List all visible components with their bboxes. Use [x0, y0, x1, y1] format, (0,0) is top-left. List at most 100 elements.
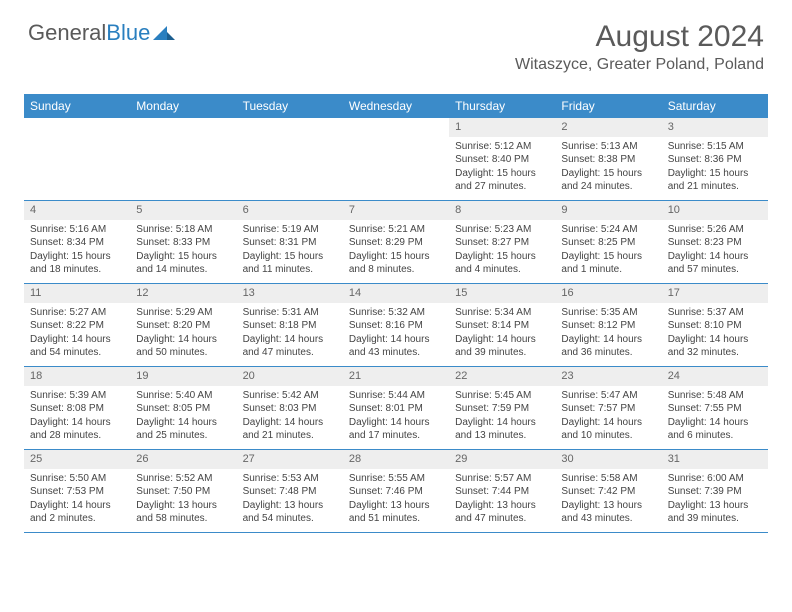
day-number: 4 — [24, 201, 130, 220]
weekday-label: Sunday — [24, 94, 130, 118]
calendar-day — [24, 118, 130, 200]
day-info: Sunrise: 5:15 AMSunset: 8:36 PMDaylight:… — [662, 140, 768, 198]
daylight-text: Daylight: 14 hours and 17 minutes. — [349, 416, 443, 443]
calendar: Sunday Monday Tuesday Wednesday Thursday… — [24, 94, 768, 533]
sunset-text: Sunset: 8:23 PM — [668, 236, 762, 250]
sunset-text: Sunset: 8:08 PM — [30, 402, 124, 416]
day-number: 17 — [662, 284, 768, 303]
sunrise-text: Sunrise: 5:44 AM — [349, 389, 443, 403]
day-info: Sunrise: 5:29 AMSunset: 8:20 PMDaylight:… — [130, 306, 236, 364]
day-number: 7 — [343, 201, 449, 220]
sunrise-text: Sunrise: 5:32 AM — [349, 306, 443, 320]
sunrise-text: Sunrise: 5:29 AM — [136, 306, 230, 320]
calendar-day — [130, 118, 236, 200]
calendar-week: 11Sunrise: 5:27 AMSunset: 8:22 PMDayligh… — [24, 284, 768, 367]
title-block: August 2024 Witaszyce, Greater Poland, P… — [515, 20, 764, 74]
sunset-text: Sunset: 8:12 PM — [561, 319, 655, 333]
sunrise-text: Sunrise: 5:13 AM — [561, 140, 655, 154]
sunrise-text: Sunrise: 5:55 AM — [349, 472, 443, 486]
day-info: Sunrise: 5:21 AMSunset: 8:29 PMDaylight:… — [343, 223, 449, 281]
daylight-text: Daylight: 15 hours and 21 minutes. — [668, 167, 762, 194]
day-info: Sunrise: 5:12 AMSunset: 8:40 PMDaylight:… — [449, 140, 555, 198]
calendar-day: 19 Sunrise: 5:40 AMSunset: 8:05 PMDayligh… — [130, 367, 236, 449]
weekday-label: Wednesday — [343, 94, 449, 118]
sunrise-text: Sunrise: 5:37 AM — [668, 306, 762, 320]
day-info: Sunrise: 5:52 AMSunset: 7:50 PMDaylight:… — [130, 472, 236, 530]
day-number: 30 — [555, 450, 661, 469]
day-info: Sunrise: 5:45 AMSunset: 7:59 PMDaylight:… — [449, 389, 555, 447]
calendar-day: 10Sunrise: 5:26 AMSunset: 8:23 PMDayligh… — [662, 201, 768, 283]
day-info: Sunrise: 5:53 AMSunset: 7:48 PMDaylight:… — [237, 472, 343, 530]
logo-text-1: General — [28, 20, 106, 46]
day-number: 19 — [130, 367, 236, 386]
day-number: 23 — [555, 367, 661, 386]
daylight-text: Daylight: 14 hours and 43 minutes. — [349, 333, 443, 360]
day-info: Sunrise: 5:55 AMSunset: 7:46 PMDaylight:… — [343, 472, 449, 530]
sunset-text: Sunset: 8:29 PM — [349, 236, 443, 250]
day-number: 26 — [130, 450, 236, 469]
day-info: Sunrise: 5:35 AMSunset: 8:12 PMDaylight:… — [555, 306, 661, 364]
sunset-text: Sunset: 8:22 PM — [30, 319, 124, 333]
daylight-text: Daylight: 14 hours and 21 minutes. — [243, 416, 337, 443]
calendar-day: 25Sunrise: 5:50 AMSunset: 7:53 PMDayligh… — [24, 450, 130, 532]
calendar-day: 29 Sunrise: 5:57 AMSunset: 7:44 PMDayligh… — [449, 450, 555, 532]
daylight-text: Daylight: 13 hours and 47 minutes. — [455, 499, 549, 526]
day-info: Sunrise: 5:40 AMSunset: 8:05 PMDaylight:… — [130, 389, 236, 447]
sunset-text: Sunset: 7:46 PM — [349, 485, 443, 499]
day-number: 21 — [343, 367, 449, 386]
daylight-text: Daylight: 14 hours and 39 minutes. — [455, 333, 549, 360]
calendar-day: 31 Sunrise: 6:00 AMSunset: 7:39 PMDayligh… — [662, 450, 768, 532]
day-number: 31 — [662, 450, 768, 469]
calendar-week: 1Sunrise: 5:12 AMSunset: 8:40 PMDaylight… — [24, 118, 768, 201]
sunset-text: Sunset: 8:10 PM — [668, 319, 762, 333]
daylight-text: Daylight: 14 hours and 50 minutes. — [136, 333, 230, 360]
calendar-day: 14Sunrise: 5:32 AMSunset: 8:16 PMDayligh… — [343, 284, 449, 366]
day-number: 18 — [24, 367, 130, 386]
day-number: 1 — [449, 118, 555, 137]
sunset-text: Sunset: 8:03 PM — [243, 402, 337, 416]
location: Witaszyce, Greater Poland, Poland — [515, 56, 764, 74]
sunset-text: Sunset: 8:36 PM — [668, 153, 762, 167]
triangle-icon — [153, 20, 175, 46]
calendar-week: 25Sunrise: 5:50 AMSunset: 7:53 PMDayligh… — [24, 450, 768, 533]
day-number: 27 — [237, 450, 343, 469]
calendar-week: 18Sunrise: 5:39 AMSunset: 8:08 PMDayligh… — [24, 367, 768, 450]
day-number: 29 — [449, 450, 555, 469]
daylight-text: Daylight: 14 hours and 54 minutes. — [30, 333, 124, 360]
sunrise-text: Sunrise: 5:50 AM — [30, 472, 124, 486]
day-info: Sunrise: 6:00 AMSunset: 7:39 PMDaylight:… — [662, 472, 768, 530]
sunrise-text: Sunrise: 5:19 AM — [243, 223, 337, 237]
sunrise-text: Sunrise: 5:12 AM — [455, 140, 549, 154]
sunset-text: Sunset: 8:18 PM — [243, 319, 337, 333]
sunset-text: Sunset: 8:20 PM — [136, 319, 230, 333]
sunrise-text: Sunrise: 5:47 AM — [561, 389, 655, 403]
daylight-text: Daylight: 15 hours and 27 minutes. — [455, 167, 549, 194]
calendar-day: 8Sunrise: 5:23 AMSunset: 8:27 PMDaylight… — [449, 201, 555, 283]
day-info: Sunrise: 5:48 AMSunset: 7:55 PMDaylight:… — [662, 389, 768, 447]
weekday-label: Tuesday — [237, 94, 343, 118]
day-number: 11 — [24, 284, 130, 303]
daylight-text: Daylight: 15 hours and 14 minutes. — [136, 250, 230, 277]
sunset-text: Sunset: 7:53 PM — [30, 485, 124, 499]
weekday-label: Thursday — [449, 94, 555, 118]
day-number: 8 — [449, 201, 555, 220]
calendar-day: 30Sunrise: 5:58 AMSunset: 7:42 PMDayligh… — [555, 450, 661, 532]
sunset-text: Sunset: 7:55 PM — [668, 402, 762, 416]
day-info: Sunrise: 5:24 AMSunset: 8:25 PMDaylight:… — [555, 223, 661, 281]
sunset-text: Sunset: 8:40 PM — [455, 153, 549, 167]
day-info: Sunrise: 5:57 AMSunset: 7:44 PMDaylight:… — [449, 472, 555, 530]
daylight-text: Daylight: 14 hours and 25 minutes. — [136, 416, 230, 443]
day-info: Sunrise: 5:16 AMSunset: 8:34 PMDaylight:… — [24, 223, 130, 281]
weekday-label: Friday — [555, 94, 661, 118]
day-info: Sunrise: 5:42 AMSunset: 8:03 PMDaylight:… — [237, 389, 343, 447]
day-info: Sunrise: 5:44 AMSunset: 8:01 PMDaylight:… — [343, 389, 449, 447]
sunrise-text: Sunrise: 5:35 AM — [561, 306, 655, 320]
calendar-day: 17Sunrise: 5:37 AMSunset: 8:10 PMDayligh… — [662, 284, 768, 366]
calendar-day: 22Sunrise: 5:45 AMSunset: 7:59 PMDayligh… — [449, 367, 555, 449]
day-number: 15 — [449, 284, 555, 303]
day-number: 12 — [130, 284, 236, 303]
weekday-header: Sunday Monday Tuesday Wednesday Thursday… — [24, 94, 768, 118]
day-number: 3 — [662, 118, 768, 137]
daylight-text: Daylight: 13 hours and 54 minutes. — [243, 499, 337, 526]
calendar-day: 15Sunrise: 5:34 AMSunset: 8:14 PMDayligh… — [449, 284, 555, 366]
